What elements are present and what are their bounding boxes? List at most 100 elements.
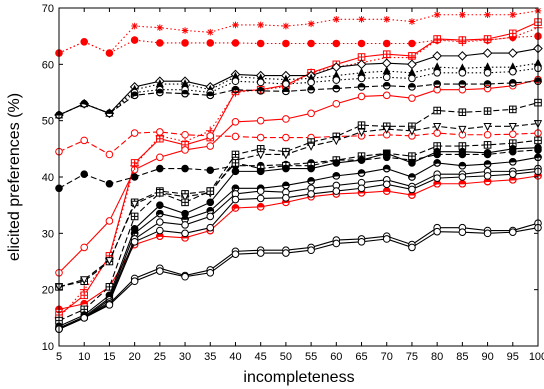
x-tick-label: 85 (456, 351, 468, 363)
data-point (433, 62, 442, 71)
series-16 (55, 143, 542, 331)
data-point (156, 153, 164, 162)
data-point-outline (256, 203, 265, 211)
data-point (257, 21, 264, 29)
data-point (231, 195, 240, 204)
y-tick-label: 70 (42, 3, 54, 15)
series-line (58, 102, 539, 288)
series-7 (55, 172, 542, 314)
data-point (282, 194, 290, 202)
x-tick-label: 35 (204, 351, 216, 363)
data-point (408, 159, 416, 167)
data-point (156, 39, 164, 47)
data-point-cross (232, 159, 239, 167)
data-point-cross (232, 151, 239, 158)
data-point (358, 15, 365, 23)
y-tick-label: 60 (42, 59, 54, 71)
data-point-outline (408, 83, 416, 91)
data-point-outline (282, 87, 290, 96)
data-point (80, 243, 89, 252)
data-point (458, 173, 467, 181)
data-point (407, 59, 417, 70)
data-point (509, 11, 517, 19)
data-point (156, 218, 164, 226)
series-9 (54, 58, 543, 119)
data-point (231, 117, 240, 126)
series-11 (55, 77, 542, 119)
series-line (58, 175, 539, 310)
data-point (156, 24, 164, 32)
data-point (458, 147, 467, 156)
data-point (332, 239, 341, 248)
data-point (357, 92, 366, 101)
x-tick-label: 60 (330, 351, 342, 363)
data-point (356, 59, 367, 70)
data-point-cross (181, 199, 189, 206)
data-point (408, 39, 416, 48)
data-point (105, 49, 114, 57)
data-point (256, 116, 265, 125)
data-point (206, 212, 215, 221)
y-tick-label: 40 (42, 172, 54, 184)
data-point-cross (433, 107, 441, 114)
data-point (105, 301, 114, 309)
data-point-cross (131, 213, 138, 220)
series-4 (55, 75, 542, 277)
data-point (432, 35, 442, 45)
data-point-outline (508, 157, 517, 166)
y-tick-label: 50 (42, 116, 54, 128)
data-point-outline (357, 83, 366, 91)
data-point (357, 39, 366, 48)
data-point-outline (130, 91, 139, 100)
data-point (80, 314, 89, 322)
data-point (507, 48, 518, 58)
series-line (58, 62, 539, 116)
data-point (408, 74, 416, 83)
data-point-cross (459, 108, 466, 116)
data-point (80, 276, 89, 285)
data-point (181, 229, 189, 238)
data-point (433, 147, 441, 156)
data-point (206, 223, 215, 232)
data-point (181, 27, 189, 34)
x-tick-label: 100 (529, 351, 544, 363)
data-point (105, 150, 114, 159)
data-point (130, 173, 139, 181)
series-line (58, 139, 539, 322)
x-tick-label: 10 (78, 351, 90, 363)
data-point (458, 228, 467, 237)
x-tick-label: 45 (255, 351, 267, 363)
data-point (130, 200, 139, 209)
data-point (130, 129, 139, 137)
data-point-cross (509, 106, 517, 113)
data-point (181, 164, 189, 173)
data-point (483, 130, 492, 139)
data-point-outline (382, 164, 391, 173)
data-point (256, 78, 265, 87)
data-point (180, 193, 190, 202)
data-point (156, 164, 164, 173)
data-point-outline (357, 169, 366, 177)
series-line (58, 80, 539, 116)
series-line (58, 79, 539, 274)
series-line (58, 48, 539, 116)
data-point (357, 237, 366, 246)
data-point (231, 132, 240, 141)
x-tick-label: 70 (381, 351, 393, 363)
data-point (483, 148, 492, 157)
data-point (206, 166, 215, 175)
data-point-outline (332, 172, 341, 180)
data-point-outline (332, 84, 341, 93)
data-point (382, 39, 391, 48)
x-tick-label: 40 (229, 351, 241, 363)
data-point-outline (231, 85, 240, 94)
data-point (181, 130, 189, 139)
data-point-cross (206, 187, 214, 195)
data-point-outline (231, 204, 240, 212)
y-axis-label: elicited preferences (%) (6, 93, 23, 261)
series-line (58, 222, 539, 330)
data-point (282, 80, 290, 88)
data-point (307, 246, 315, 255)
data-point-outline (483, 160, 492, 168)
data-point (131, 22, 138, 30)
